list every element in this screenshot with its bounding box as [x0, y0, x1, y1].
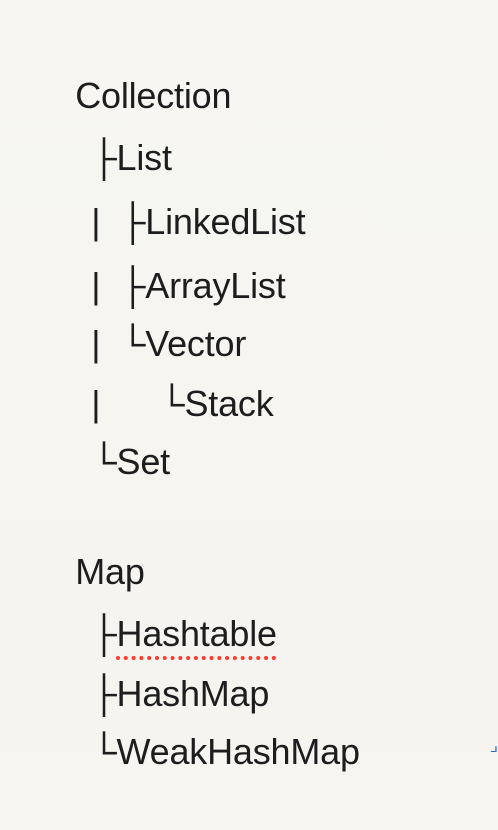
tree-document: Collection ├List | ├LinkedList | ├ArrayL…	[0, 0, 498, 772]
hashmap-branch-line: ├HashMap	[52, 616, 269, 714]
stack-branch-line: | └Stack	[52, 326, 274, 424]
hashtable-branch-line: ├Hashtable	[52, 556, 277, 654]
set-branch-label: └Set	[91, 441, 170, 482]
linkedlist-branch-label: | ├LinkedList	[91, 201, 306, 242]
map-root: Map	[36, 494, 145, 592]
vector-branch-label: | └Vector	[91, 323, 247, 364]
hashtable-branch-prefix: ├	[91, 613, 117, 654]
hashtable-label: Hashtable	[116, 613, 278, 654]
weakhashmap-branch-line: └WeakHashMap	[52, 674, 360, 772]
arraylist-branch-label: | ├ArrayList	[91, 265, 286, 306]
linkedlist-branch-line: | ├LinkedList	[52, 144, 305, 242]
corner-blue-mark: ⌟	[489, 738, 498, 752]
collection-root-label: Collection	[75, 75, 232, 116]
arraylist-branch-line: | ├ArrayList	[52, 208, 285, 306]
collection-root: Collection	[36, 18, 231, 116]
hashmap-branch-label: ├HashMap	[91, 673, 270, 714]
stack-branch-label: | └Stack	[91, 383, 274, 424]
list-branch-line: ├List	[52, 80, 172, 178]
weakhashmap-branch-label: └WeakHashMap	[91, 731, 360, 772]
list-branch-label: ├List	[91, 137, 172, 178]
vector-branch-line: | └Vector	[52, 266, 246, 364]
map-root-label: Map	[75, 551, 145, 592]
set-branch-line: └Set	[52, 384, 170, 482]
